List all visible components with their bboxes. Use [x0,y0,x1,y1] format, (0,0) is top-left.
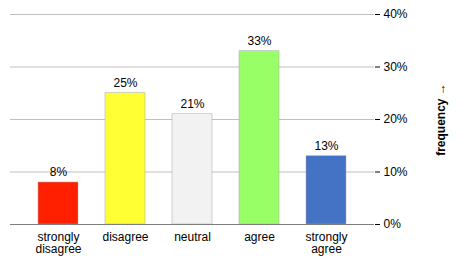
svg-text:13%: 13% [314,139,338,153]
svg-text:40%: 40% [384,7,408,21]
svg-text:10%: 10% [384,165,408,179]
svg-text:stronglyagree: stronglyagree [305,230,347,256]
svg-text:20%: 20% [384,112,408,126]
svg-text:33%: 33% [247,34,271,48]
svg-text:25%: 25% [113,76,137,90]
svg-text:8%: 8% [50,165,68,179]
svg-text:30%: 30% [384,60,408,74]
svg-text:stronglydisagree: stronglydisagree [35,230,81,256]
svg-text:neutral: neutral [174,230,211,244]
svg-text:21%: 21% [180,97,204,111]
svg-text:agree: agree [244,230,275,244]
svg-text:frequency →: frequency → [434,83,448,156]
svg-text:disagree: disagree [102,230,148,244]
svg-text:0%: 0% [384,217,402,231]
